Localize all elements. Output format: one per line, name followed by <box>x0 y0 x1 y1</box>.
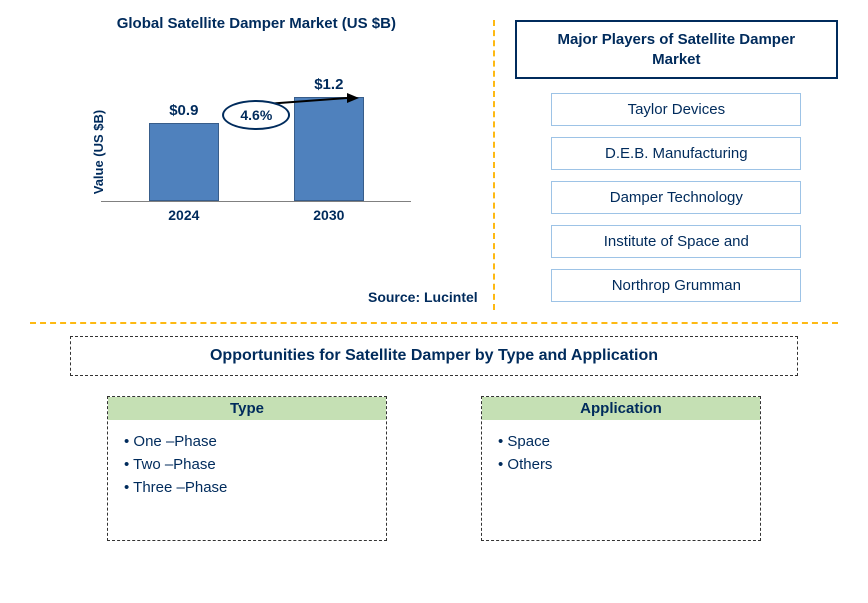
list-item: Space <box>498 430 744 453</box>
player-item: D.E.B. Manufacturing <box>551 137 801 170</box>
bar-column: $1.2 <box>284 76 374 201</box>
application-list: Space Others <box>482 420 760 540</box>
x-axis-label: 2024 <box>139 207 229 223</box>
players-panel: Major Players of Satellite Damper Market… <box>515 20 838 310</box>
bar-chart: Value (US $B) 4.6% $0.9 $1.2 2024 2030 <box>101 62 411 242</box>
horizontal-divider <box>30 322 838 324</box>
player-item: Damper Technology <box>551 181 801 214</box>
players-header: Major Players of Satellite Damper Market <box>515 20 838 79</box>
application-header: Application <box>482 397 760 420</box>
bar-value-label: $1.2 <box>314 76 343 93</box>
bar-column: $0.9 <box>139 102 229 201</box>
chart-panel: Global Satellite Damper Market (US $B) V… <box>30 20 495 310</box>
y-axis-label: Value (US $B) <box>91 110 106 195</box>
application-column: Application Space Others <box>481 396 761 541</box>
bar-value-label: $0.9 <box>169 102 198 119</box>
bar <box>149 123 219 201</box>
opportunities-title: Opportunities for Satellite Damper by Ty… <box>70 336 798 376</box>
bar <box>294 97 364 201</box>
type-column: Type One –Phase Two –Phase Three –Phase <box>107 396 387 541</box>
list-item: Others <box>498 453 744 476</box>
list-item: One –Phase <box>124 430 370 453</box>
player-item: Taylor Devices <box>551 93 801 126</box>
player-item: Northrop Grumman <box>551 269 801 302</box>
x-axis-label: 2030 <box>284 207 374 223</box>
type-list: One –Phase Two –Phase Three –Phase <box>108 420 386 540</box>
player-item: Institute of Space and <box>551 225 801 258</box>
list-item: Three –Phase <box>124 476 370 499</box>
list-item: Two –Phase <box>124 453 370 476</box>
source-label: Source: Lucintel <box>368 289 478 305</box>
type-header: Type <box>108 397 386 420</box>
chart-title: Global Satellite Damper Market (US $B) <box>30 15 483 32</box>
cagr-label: 4.6% <box>222 100 290 130</box>
opportunities-columns: Type One –Phase Two –Phase Three –Phase … <box>30 396 838 541</box>
